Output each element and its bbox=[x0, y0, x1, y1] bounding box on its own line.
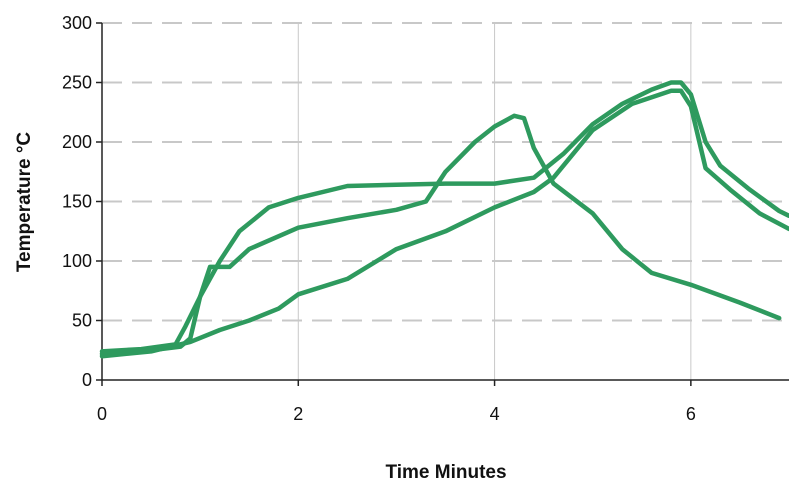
y-tick-label: 150 bbox=[62, 192, 92, 212]
x-tick-label: 4 bbox=[490, 404, 500, 424]
series-line-1 bbox=[99, 80, 789, 354]
y-tick-label: 0 bbox=[82, 370, 92, 390]
x-tick-label: 6 bbox=[686, 404, 696, 424]
y-tick-label: 300 bbox=[62, 13, 92, 33]
grid-lines bbox=[102, 22, 789, 380]
y-tick-label: 50 bbox=[72, 311, 92, 331]
y-tick-label: 200 bbox=[62, 132, 92, 152]
x-axis-title: Time Minutes bbox=[385, 462, 506, 483]
y-tick-label: 250 bbox=[62, 73, 92, 93]
tick-labels: 0 50 100 150 200 250 300 0 2 4 6 bbox=[62, 13, 696, 424]
x-tick-label: 0 bbox=[97, 404, 107, 424]
series-lines bbox=[99, 80, 789, 359]
series-line-2 bbox=[99, 113, 782, 357]
series-line-3 bbox=[99, 88, 789, 359]
y-axis-title: Temperature °C bbox=[14, 132, 35, 273]
x-tick-label: 2 bbox=[293, 404, 303, 424]
axes bbox=[96, 22, 789, 386]
y-tick-label: 100 bbox=[62, 251, 92, 271]
